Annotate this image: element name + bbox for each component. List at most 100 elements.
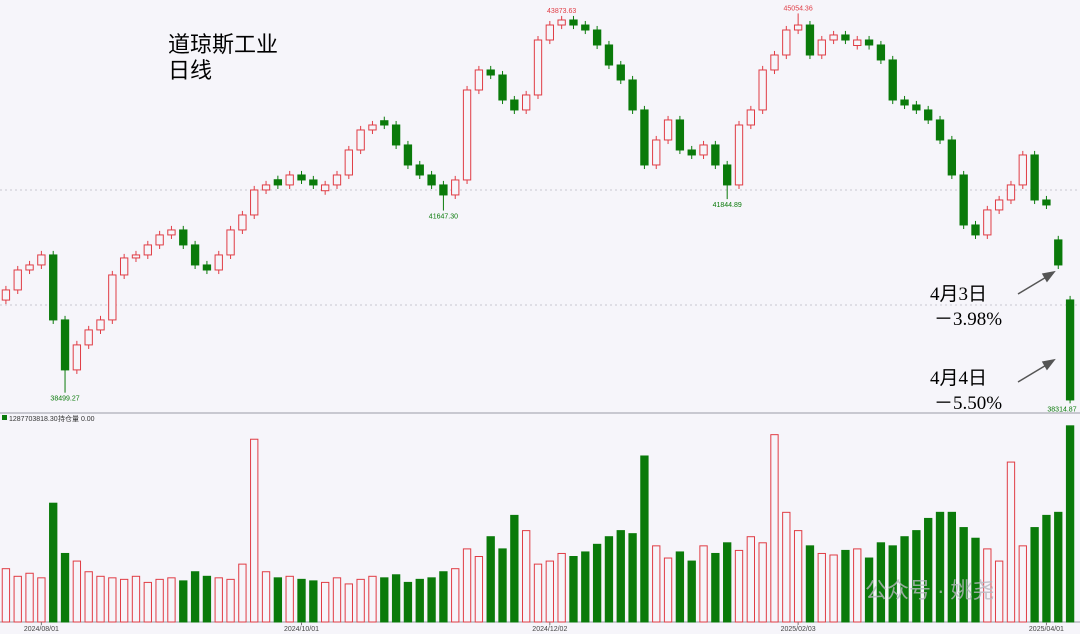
volume-bar xyxy=(699,545,708,623)
volume-bar xyxy=(498,548,507,623)
volume-bar xyxy=(817,552,826,623)
volume-bar xyxy=(935,511,945,623)
candle-body xyxy=(131,254,141,259)
volume-bar xyxy=(545,560,554,623)
volume-bar xyxy=(451,568,460,623)
candle-body xyxy=(817,39,826,56)
candle-body xyxy=(983,209,992,236)
volume-bar xyxy=(356,578,365,623)
volume-bar xyxy=(581,551,590,623)
price-annotation: 45054.36 xyxy=(784,5,813,12)
candle-body xyxy=(675,119,685,151)
candle-body xyxy=(167,229,176,236)
volume-bar xyxy=(25,572,34,623)
volume-bar xyxy=(238,563,247,623)
candle-body xyxy=(462,89,472,181)
volume-bar xyxy=(380,577,389,623)
volume-bar xyxy=(711,552,720,623)
volume-bar xyxy=(202,575,212,623)
candle-body xyxy=(285,174,294,186)
candle-body xyxy=(853,39,862,46)
volume-bar xyxy=(474,556,484,623)
candle-body xyxy=(427,174,436,186)
candle-body xyxy=(415,164,424,176)
volume-bar xyxy=(522,530,531,623)
volume-bar xyxy=(1018,545,1027,623)
chart-title: 道琼斯工业 xyxy=(168,32,278,57)
volume-bar xyxy=(13,575,22,623)
volume-bar xyxy=(758,542,767,623)
candle-body xyxy=(332,174,342,186)
candle-body xyxy=(876,44,886,61)
candle-body xyxy=(971,224,980,236)
volume-bar xyxy=(912,530,921,623)
candle-body xyxy=(202,264,212,271)
volume-bar xyxy=(746,536,756,623)
volume-bar xyxy=(108,577,117,623)
candle-body xyxy=(829,34,838,41)
volume-bar xyxy=(96,575,105,623)
candle-body xyxy=(498,74,507,101)
candle-body xyxy=(782,29,791,56)
volume-bar xyxy=(403,581,413,623)
x-tick-label: 2024/10/01 xyxy=(284,626,319,633)
arrow xyxy=(1017,275,1049,295)
callout-change: －5.50% xyxy=(934,393,1002,414)
candle-body xyxy=(604,44,614,66)
volume-bar xyxy=(143,581,152,623)
volume-bar xyxy=(782,511,791,623)
candle-body xyxy=(49,254,58,321)
volume-bar xyxy=(510,514,519,623)
candle-body xyxy=(451,179,460,196)
volume-bar xyxy=(770,434,779,623)
volume-bar xyxy=(663,557,673,623)
callout-change: －3.98% xyxy=(934,309,1002,330)
volume-bar xyxy=(675,551,685,623)
candle-body xyxy=(770,54,779,71)
volume-bar xyxy=(652,545,661,623)
callout-date: 4月3日 xyxy=(930,284,987,305)
volume-bar xyxy=(947,511,957,623)
x-tick-label: 2024/12/02 xyxy=(532,626,567,633)
candle-body xyxy=(687,149,696,156)
candle-body xyxy=(545,24,554,41)
volume-bar xyxy=(167,577,176,623)
candle-body xyxy=(344,149,353,176)
volume-header: 1287703818.30 xyxy=(9,416,58,423)
volume-bar xyxy=(344,583,353,623)
volume-bar xyxy=(841,549,850,623)
candle-body xyxy=(723,164,732,186)
volume-bar xyxy=(829,554,838,623)
volume-bar xyxy=(864,557,874,623)
candle-body xyxy=(297,174,306,181)
candle-body xyxy=(84,329,93,346)
volume-bar xyxy=(592,543,602,623)
volume-bar xyxy=(628,533,637,623)
volume-header: 持仓量 0.00 xyxy=(58,414,95,423)
candle-body xyxy=(261,184,271,191)
volume-bar xyxy=(486,536,495,623)
candle-body xyxy=(1030,154,1039,201)
volume-bar xyxy=(604,536,614,623)
candle-body xyxy=(72,344,82,371)
candle-body xyxy=(510,99,519,111)
volume-bar xyxy=(1,568,11,623)
volume-bar xyxy=(72,560,82,623)
candle-body xyxy=(96,319,105,331)
volume-bar xyxy=(320,581,330,623)
volume-bar xyxy=(60,552,70,623)
candle-body xyxy=(273,179,283,186)
candle-body xyxy=(652,139,661,166)
volume-bar xyxy=(285,575,294,623)
arrow-head xyxy=(1041,358,1056,371)
candle-body xyxy=(581,24,590,31)
candle-body xyxy=(309,179,318,186)
volume-bar xyxy=(1030,527,1039,623)
candle-body xyxy=(1054,239,1063,266)
x-tick-label: 2025/02/03 xyxy=(781,626,816,633)
candle-body xyxy=(888,59,897,101)
candle-body xyxy=(616,64,625,81)
candle-body xyxy=(1,289,11,301)
candle-body xyxy=(37,254,46,266)
